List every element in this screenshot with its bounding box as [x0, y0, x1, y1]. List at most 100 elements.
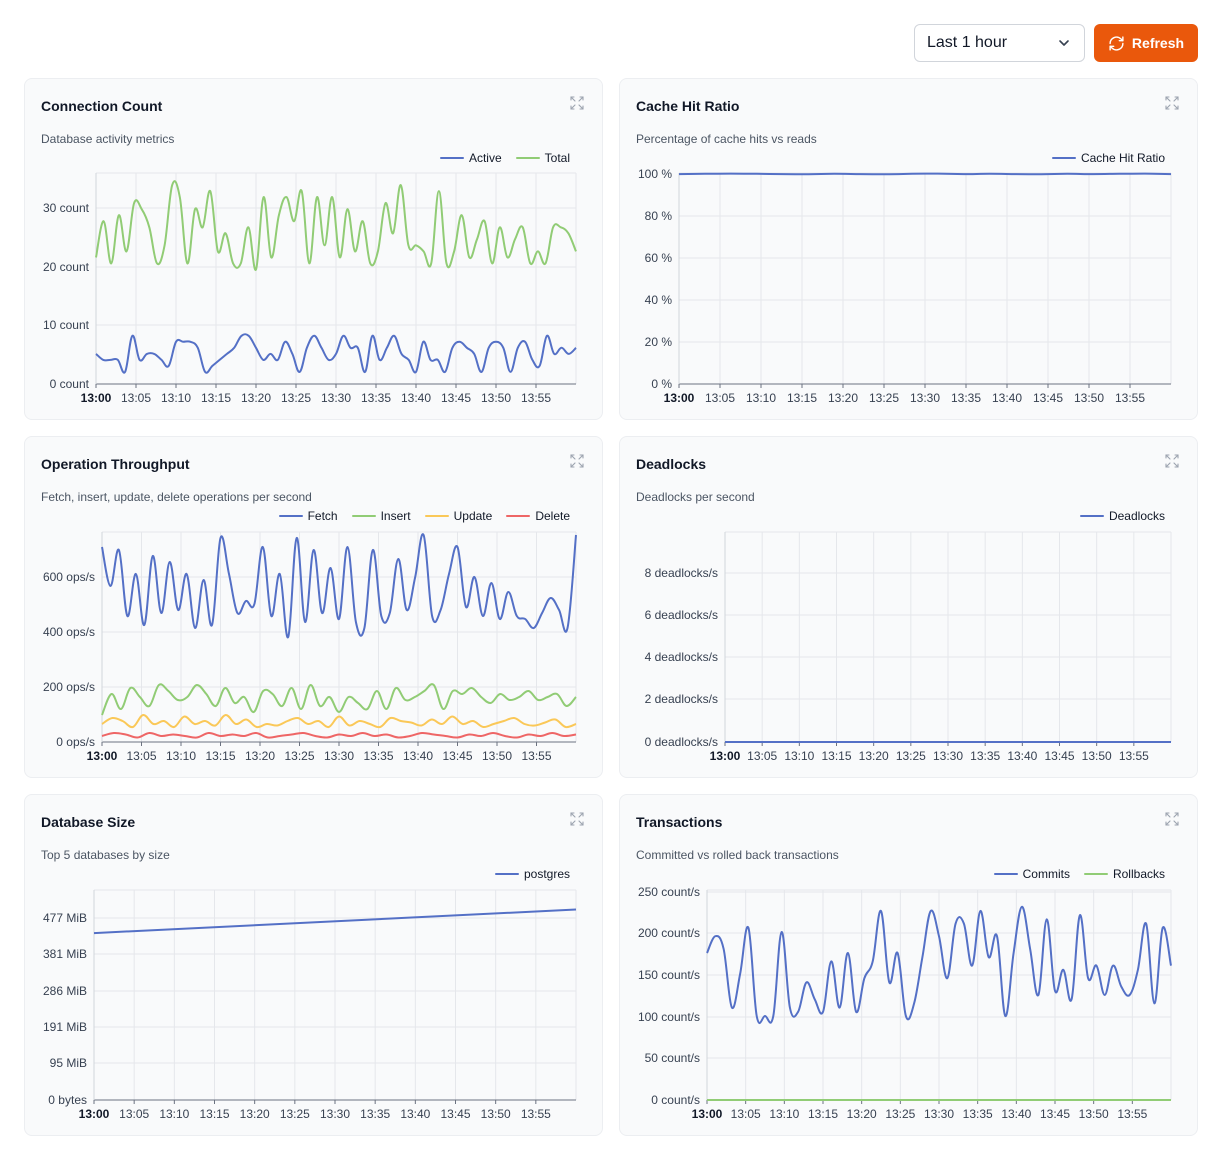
x-tick-label: 13:50	[481, 1107, 511, 1121]
y-tick-label: 8 deadlocks/s	[645, 566, 718, 580]
x-tick-label: 13:15	[808, 1107, 838, 1121]
y-tick-label: 150 count/s	[638, 968, 700, 982]
x-tick-label: 13:35	[963, 1107, 993, 1121]
refresh-button[interactable]: Refresh	[1094, 24, 1198, 62]
panel-title: Transactions	[636, 814, 723, 830]
panel-title: Connection Count	[41, 98, 163, 114]
legend-swatch	[993, 873, 1018, 875]
y-tick-label: 100 %	[638, 167, 672, 181]
series-line-delete	[101, 731, 577, 739]
x-tick-label: 13:40	[1007, 749, 1037, 763]
panel-title: Database Size	[41, 814, 136, 830]
legend-label: Commits	[1022, 867, 1070, 881]
expand-icon[interactable]	[570, 454, 584, 468]
time-range-select[interactable]: Last 1 hour	[914, 24, 1085, 62]
series-line-active	[95, 333, 577, 374]
expand-icon[interactable]	[1165, 812, 1179, 826]
chart-legend: Deadlocks	[1079, 509, 1165, 523]
chart-svg: 13:00 13:05 13:10 13:15 13:20 13:25 13:30 13:35…	[43, 889, 577, 1121]
chart-svg: 13:00 13:05 13:10 13:15 13:20 13:25 13:30 13:35…	[645, 531, 1172, 763]
legend-label: postgres	[523, 867, 570, 881]
chart-svg: 13:00 13:05 13:10 13:15 13:20 13:25 13:30 13:35…	[43, 172, 577, 405]
expand-icon[interactable]	[1165, 454, 1179, 468]
x-tick-label: 13:50	[1074, 391, 1104, 405]
y-tick-label: 0 deadlocks/s	[645, 735, 718, 749]
legend-label: Update	[453, 509, 493, 523]
y-tick-label: 0 %	[651, 377, 672, 391]
legend-item-insert[interactable]: Insert	[351, 509, 411, 523]
series-line-cache-hit-ratio	[678, 172, 1172, 176]
x-tick-label: 13:40	[1001, 1107, 1031, 1121]
x-tick-label: 13:30	[321, 391, 351, 405]
x-tick-label: 13:50	[1082, 749, 1112, 763]
legend-label: Rollbacks	[1112, 867, 1165, 881]
y-tick-label: 0 count	[50, 377, 90, 391]
panel-database-size: Database Size Top 5 databases by size post…	[24, 794, 603, 1136]
legend-item-update[interactable]: Update	[424, 509, 493, 523]
legend-item-fetch[interactable]: Fetch	[278, 509, 338, 523]
y-tick-label: 30 count	[43, 201, 90, 215]
chevron-down-icon	[1059, 40, 1069, 46]
legend-swatch	[278, 515, 303, 517]
legend-item-rollbacks[interactable]: Rollbacks	[1083, 867, 1165, 881]
x-tick-label: 13:05	[121, 391, 151, 405]
y-tick-label: 60 %	[645, 251, 673, 265]
legend-item-deadlocks[interactable]: Deadlocks	[1079, 509, 1165, 523]
panel-transactions: Transactions Committed vs rolled back tra…	[619, 794, 1198, 1136]
series-line-insert	[101, 683, 577, 716]
y-tick-label: 4 deadlocks/s	[645, 650, 718, 664]
x-tick-label: 13:30	[933, 749, 963, 763]
x-tick-label: 13:45	[1044, 749, 1074, 763]
panel-connection-count: Connection Count Database activity metric…	[24, 78, 603, 420]
legend-item-active[interactable]: Active	[439, 151, 502, 165]
x-tick-label: 13:45	[441, 391, 471, 405]
x-tick-label: 13:40	[400, 1107, 430, 1121]
series-line-postgres	[93, 908, 577, 935]
y-tick-label: 6 deadlocks/s	[645, 608, 718, 622]
legend-item-postgres[interactable]: postgres	[494, 867, 570, 881]
y-tick-label: 20 %	[645, 335, 673, 349]
legend-item-commits[interactable]: Commits	[993, 867, 1070, 881]
chart-svg: 13:00 13:05 13:10 13:15 13:20 13:25 13:30 13:35…	[638, 885, 1172, 1121]
y-tick-label: 50 count/s	[645, 1051, 700, 1065]
legend-label: Total	[544, 151, 570, 165]
x-tick-label: 13:55	[521, 1107, 551, 1121]
x-tick-label: 13:40	[401, 391, 431, 405]
y-tick-label: 100 count/s	[638, 1010, 700, 1024]
x-tick-label: 13:20	[828, 391, 858, 405]
panel-operation-throughput: Operation Throughput Fetch, insert, updat…	[24, 436, 603, 778]
x-tick-label: 13:30	[924, 1107, 954, 1121]
chart-legend: postgres	[494, 867, 570, 881]
series-line-fetch	[101, 533, 577, 639]
x-tick-label: 13:45	[440, 1107, 470, 1121]
x-tick-label: 13:05	[731, 1107, 761, 1121]
x-tick-label: 13:10	[769, 1107, 799, 1121]
chart-legend: Commits Rollbacks	[993, 867, 1165, 881]
panel-subtitle: Database activity metrics	[41, 132, 175, 146]
x-tick-label: 13:20	[245, 749, 275, 763]
x-tick-label: 13:25	[885, 1107, 915, 1121]
x-tick-label: 13:15	[787, 391, 817, 405]
legend-item-total[interactable]: Total	[515, 151, 570, 165]
legend-label: Deadlocks	[1108, 509, 1165, 523]
x-tick-label: 13:10	[159, 1107, 189, 1121]
x-tick-label: 13:55	[1119, 749, 1149, 763]
y-tick-label: 0 ops/s	[56, 735, 95, 749]
legend-swatch	[1083, 873, 1108, 875]
x-tick-label: 13:00	[79, 1107, 110, 1121]
legend-swatch	[1079, 515, 1104, 517]
panel-cache-hit-ratio: Cache Hit Ratio Percentage of cache hits …	[619, 78, 1198, 420]
expand-icon[interactable]	[570, 812, 584, 826]
legend-item-delete[interactable]: Delete	[506, 509, 570, 523]
panel-deadlocks: Deadlocks Deadlocks per second Deadlocks 13…	[619, 436, 1198, 778]
y-tick-label: 200 count/s	[638, 926, 700, 940]
x-tick-label: 13:20	[241, 391, 271, 405]
x-tick-label: 13:10	[746, 391, 776, 405]
expand-icon[interactable]	[1165, 96, 1179, 110]
expand-icon[interactable]	[570, 96, 584, 110]
y-tick-label: 200 ops/s	[43, 680, 95, 694]
panel-title: Deadlocks	[636, 456, 707, 472]
chart-legend: Fetch Insert Update Delete	[278, 509, 570, 523]
legend-item-cache-hit-ratio[interactable]: Cache Hit Ratio	[1051, 151, 1165, 165]
x-tick-label: 13:30	[910, 391, 940, 405]
